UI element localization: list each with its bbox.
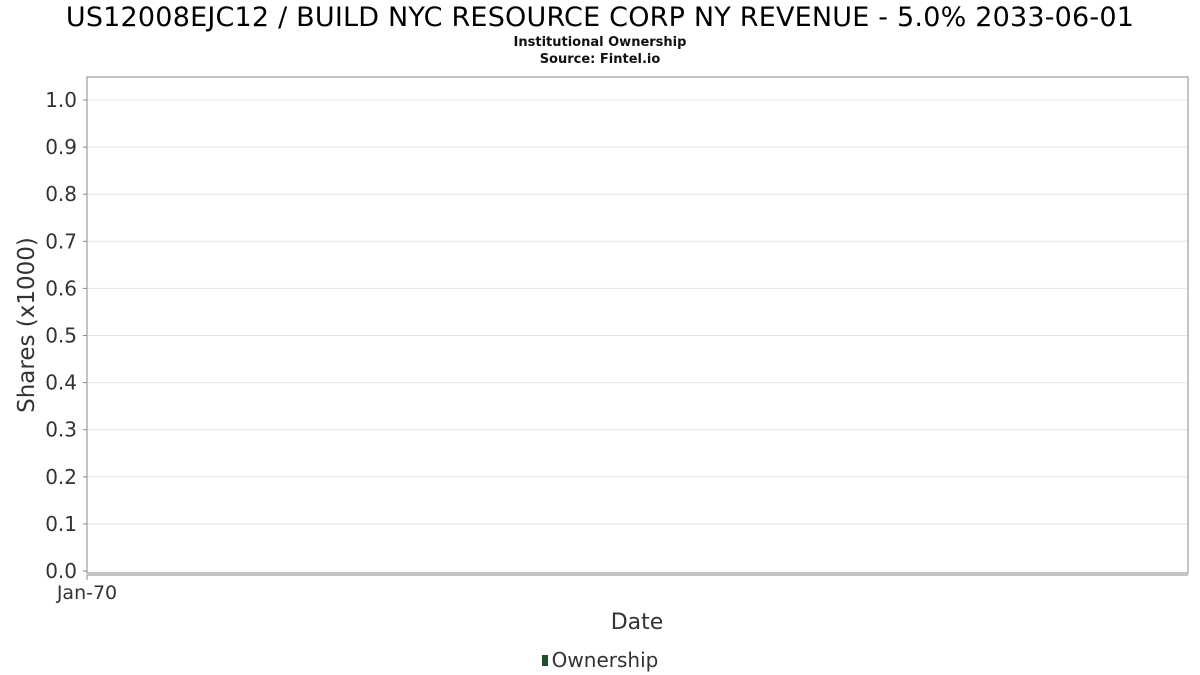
legend: Ownership: [0, 648, 1200, 672]
y-tick-label: 0.7: [45, 229, 77, 253]
y-tick-label: 0.1: [45, 512, 77, 536]
x-axis-ticks: Jan-70: [56, 575, 117, 604]
x-axis-label: Date: [611, 610, 664, 635]
plot-area: [86, 76, 1189, 574]
y-tick-label: 0.4: [45, 371, 77, 395]
legend-label-ownership: Ownership: [551, 648, 659, 672]
chart-source: Source: Fintel.io: [539, 52, 661, 67]
y-tick-label: 0.8: [45, 182, 77, 206]
x-tick-label: Jan-70: [56, 582, 117, 604]
y-tick-label: 0.2: [45, 465, 77, 489]
y-tick-label: 0.6: [45, 276, 77, 300]
y-tick-label: 0.9: [45, 135, 77, 159]
chart-title: US12008EJC12 / BUILD NYC RESOURCE CORP N…: [65, 2, 1135, 33]
y-tick-label: 0.0: [45, 559, 77, 583]
y-tick-label: 0.3: [45, 418, 77, 442]
y-tick-label: 1.0: [45, 88, 77, 112]
chart-subtitle: Institutional Ownership: [513, 35, 687, 50]
y-axis-label: Shares (x1000): [14, 237, 40, 413]
gridlines: [88, 99, 1187, 525]
legend-swatch-ownership: [541, 655, 548, 666]
y-axis-ticks: 0.0 0.1 0.2 0.3 0.4 0.5 0.6 0.7 0.8 0.9 1.0: [45, 88, 87, 583]
y-tick-label: 0.5: [45, 324, 77, 348]
